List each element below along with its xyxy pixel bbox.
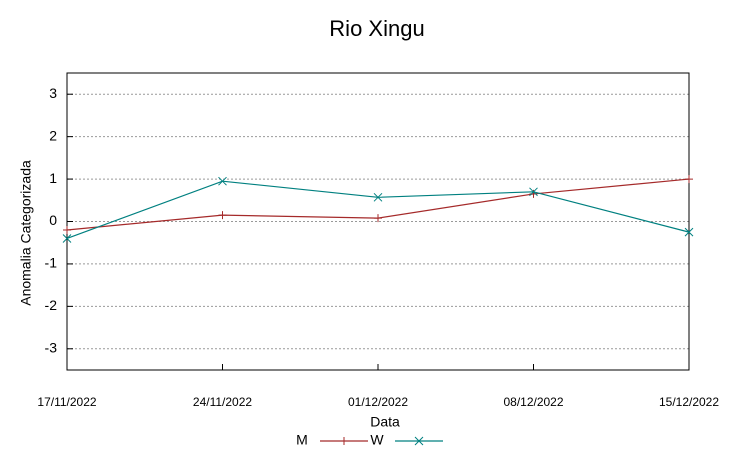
point	[63, 225, 71, 234]
series-line	[66, 180, 690, 240]
point	[218, 211, 227, 220]
x-axis-label: Data	[370, 414, 400, 430]
point	[373, 192, 383, 202]
y-tick-label: 2	[49, 127, 57, 143]
chart-title: Rio Xingu	[329, 16, 424, 41]
y-tick-label: -1	[45, 255, 58, 271]
point	[685, 175, 693, 184]
x-tick-label: 08/12/2022	[503, 395, 563, 409]
y-axis-label: Anomalia Categorizada	[18, 160, 34, 306]
legend-label: M	[296, 432, 308, 448]
legend-marker	[340, 437, 348, 445]
plot-frame	[66, 72, 690, 371]
x-tick-label: 15/12/2022	[659, 395, 719, 409]
x-tick-label: 01/12/2022	[348, 395, 408, 409]
point	[374, 214, 382, 223]
y-tick-label: -2	[45, 297, 58, 313]
point	[218, 176, 227, 186]
y-tick-label: 1	[49, 170, 57, 186]
x-tick-label: 17/11/2022	[37, 395, 96, 409]
point	[62, 234, 72, 243]
x-tick-label: 24/11/2022	[193, 395, 252, 409]
legend-label: W	[370, 432, 384, 448]
legend-marker	[414, 436, 424, 446]
y-tick-label: 3	[49, 85, 57, 101]
y-tick-label: -3	[45, 339, 58, 355]
point	[684, 227, 694, 237]
point	[529, 187, 538, 197]
y-tick-label: 0	[49, 212, 57, 228]
